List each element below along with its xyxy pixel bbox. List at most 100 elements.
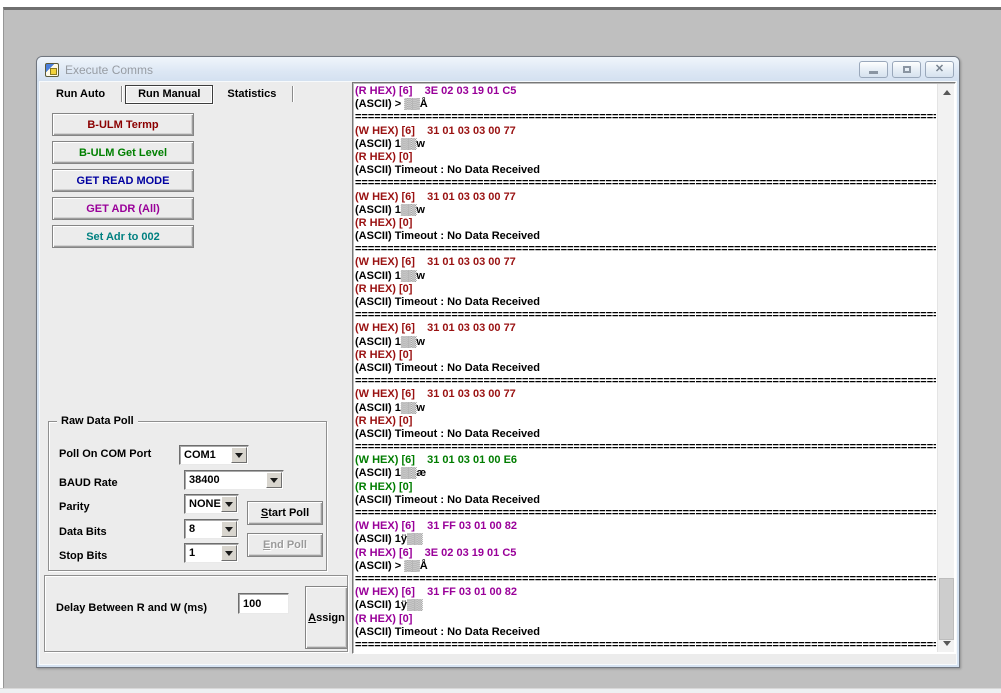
poll-on-com-port-combobox[interactable]: COM1 bbox=[179, 445, 249, 465]
log-separator: ========================================… bbox=[355, 375, 936, 388]
set-adr-to-002-button[interactable]: Set Adr to 002 bbox=[52, 225, 194, 248]
poll-on-com-port-label: Poll On COM Port bbox=[59, 448, 152, 460]
log-separator: ========================================… bbox=[355, 441, 936, 454]
log-line: (W HEX) [6] 31 01 03 03 00 77 bbox=[355, 388, 516, 401]
scroll-up-button[interactable] bbox=[938, 84, 955, 101]
log-separator: ========================================… bbox=[355, 638, 936, 651]
tab-statistics[interactable]: Statistics bbox=[227, 87, 277, 100]
end-poll-button[interactable]: End Poll bbox=[247, 533, 323, 557]
log-line: (ASCII) Timeout : No Data Received bbox=[355, 296, 540, 308]
log-line: (ASCII) 1ÿ▒▒ bbox=[355, 599, 423, 612]
parent-window-bottom-edge bbox=[0, 688, 1001, 693]
log-line: (ASCII) > ▒▒Å bbox=[355, 98, 428, 111]
tab-divider bbox=[121, 86, 124, 102]
b-ulm-termp-button[interactable]: B-ULM Termp bbox=[52, 113, 194, 136]
scrollbar-thumb[interactable] bbox=[939, 578, 954, 640]
delay-input[interactable] bbox=[238, 593, 289, 614]
log-separator: ========================================… bbox=[355, 572, 936, 585]
minimize-icon bbox=[869, 71, 878, 74]
minimize-button[interactable] bbox=[859, 61, 888, 78]
scroll-up-icon bbox=[942, 90, 951, 95]
log-line: (ASCII) Timeout : No Data Received bbox=[355, 625, 540, 638]
start-poll-button[interactable]: Start Poll bbox=[247, 501, 323, 525]
dropdown-arrow-icon[interactable] bbox=[231, 447, 247, 463]
client-area: Run Auto Run Manual Statistics B-ULM Termp… bbox=[40, 82, 956, 664]
close-icon: ✕ bbox=[934, 63, 945, 75]
chevron-down-icon bbox=[225, 550, 233, 556]
log-line: (ASCII) Timeout : No Data Received bbox=[355, 361, 540, 374]
log-line: (R HEX) [0] bbox=[355, 612, 413, 625]
baud-rate-combobox[interactable]: 38400 bbox=[184, 470, 284, 490]
log-separator: ========================================… bbox=[355, 309, 936, 322]
log-line: (W HEX) [6] 31 01 03 03 00 77 bbox=[355, 256, 516, 269]
log-line: (R HEX) [0] bbox=[355, 216, 413, 229]
stop-bits-label: Stop Bits bbox=[59, 550, 108, 562]
tab-strip: Run Auto Run Manual Statistics bbox=[42, 84, 296, 104]
tab-divider bbox=[292, 86, 295, 102]
log-line: (ASCII) 1▒▒w bbox=[355, 401, 425, 414]
close-button[interactable]: ✕ bbox=[925, 61, 954, 78]
log-line: (ASCII) 1ÿ▒▒ bbox=[355, 533, 423, 546]
log-line: (R HEX) [0] bbox=[355, 414, 413, 427]
dropdown-arrow-icon[interactable] bbox=[266, 472, 282, 488]
log-scrollbar[interactable] bbox=[937, 84, 954, 652]
log-line: (W HEX) [6] 31 FF 03 01 00 82 bbox=[355, 586, 518, 599]
parity-combobox[interactable]: NONE bbox=[184, 494, 239, 514]
log-line: (W HEX) [6] 31 01 03 01 00 E6 bbox=[355, 454, 518, 467]
restore-icon bbox=[902, 66, 911, 73]
log-line: (ASCII) Timeout : No Data Received bbox=[355, 427, 540, 440]
log-line: (ASCII) 1▒▒w bbox=[355, 203, 425, 216]
b-ulm-get-level-button[interactable]: B-ULM Get Level bbox=[52, 141, 194, 164]
window-controls: ✕ bbox=[859, 61, 954, 78]
get-adr-all-button[interactable]: GET ADR (All) bbox=[52, 197, 194, 220]
dropdown-arrow-icon[interactable] bbox=[221, 521, 237, 537]
scroll-down-icon bbox=[942, 641, 951, 646]
title-bar[interactable]: Execute Comms ✕ bbox=[37, 57, 959, 82]
get-read-mode-button[interactable]: GET READ MODE bbox=[52, 169, 194, 192]
log-line: (ASCII) Timeout : No Data Received bbox=[355, 493, 540, 506]
tab-run-manual[interactable]: Run Manual bbox=[125, 84, 214, 104]
data-bits-label: Data Bits bbox=[59, 526, 107, 538]
chevron-down-icon bbox=[225, 501, 233, 507]
execute-comms-window: Execute Comms ✕ Run Auto Run Manual Statis… bbox=[36, 56, 960, 668]
app-form-icon bbox=[45, 62, 59, 77]
chevron-down-icon bbox=[235, 452, 243, 458]
log-line: (W HEX) [6] 31 01 03 03 00 77 bbox=[355, 190, 516, 203]
scroll-down-button[interactable] bbox=[938, 635, 955, 652]
log-line: (R HEX) [0] bbox=[355, 282, 413, 295]
log-line: (W HEX) [6] 31 FF 03 01 00 82 bbox=[355, 520, 518, 533]
delay-panel: Delay Between R and W (ms) Assign bbox=[44, 575, 348, 652]
tab-run-auto[interactable]: Run Auto bbox=[56, 87, 106, 100]
log-line: (R HEX) [0] bbox=[355, 348, 413, 361]
chevron-down-icon bbox=[225, 526, 233, 532]
raw-data-poll-group: Raw Data Poll Poll On COM Port COM1 BAUD R… bbox=[48, 415, 327, 571]
window-title: Execute Comms bbox=[65, 62, 154, 77]
log-line: (R HEX) [0] bbox=[355, 480, 413, 493]
data-bits-combobox[interactable]: 8 bbox=[184, 519, 239, 539]
stop-bits-combobox[interactable]: 1 bbox=[184, 543, 239, 563]
log-line: (ASCII) > ▒▒Å bbox=[355, 559, 428, 572]
log-line: (R HEX) [6] 3E 02 03 19 01 C5 bbox=[355, 546, 517, 559]
log-line: (W HEX) [6] 31 01 03 03 00 77 bbox=[355, 124, 516, 137]
log-line: (R HEX) [6] 3E 02 03 19 01 C5 bbox=[355, 85, 517, 97]
comms-log-textarea[interactable]: (R HEX) [6] 3E 02 03 19 01 C5 (ASCII) > ▒… bbox=[352, 82, 956, 654]
delay-label: Delay Between R and W (ms) bbox=[56, 602, 207, 614]
log-line: (R HEX) [0] bbox=[355, 150, 413, 163]
log-line: (ASCII) 1▒▒w bbox=[355, 335, 425, 348]
restore-button[interactable] bbox=[892, 61, 921, 78]
log-separator: ========================================… bbox=[355, 507, 936, 519]
dropdown-arrow-icon[interactable] bbox=[221, 545, 237, 561]
log-separator: ========================================… bbox=[355, 111, 936, 124]
raw-data-poll-title: Raw Data Poll bbox=[57, 415, 138, 427]
chevron-down-icon bbox=[270, 477, 278, 483]
dropdown-arrow-icon[interactable] bbox=[221, 496, 237, 512]
parity-label: Parity bbox=[59, 501, 90, 513]
log-line: (ASCII) 1▒▒w bbox=[355, 269, 425, 282]
comms-log-content: (R HEX) [6] 3E 02 03 19 01 C5 (ASCII) > ▒… bbox=[355, 85, 936, 651]
log-line: (ASCII) Timeout : No Data Received bbox=[355, 164, 540, 177]
log-line: (ASCII) 1▒▒w bbox=[355, 137, 425, 150]
assign-button[interactable]: Assign bbox=[305, 586, 348, 649]
log-line: (ASCII) 1▒▒æ bbox=[355, 467, 427, 480]
log-line: (ASCII) Timeout : No Data Received bbox=[355, 230, 540, 243]
baud-rate-label: BAUD Rate bbox=[59, 477, 118, 489]
